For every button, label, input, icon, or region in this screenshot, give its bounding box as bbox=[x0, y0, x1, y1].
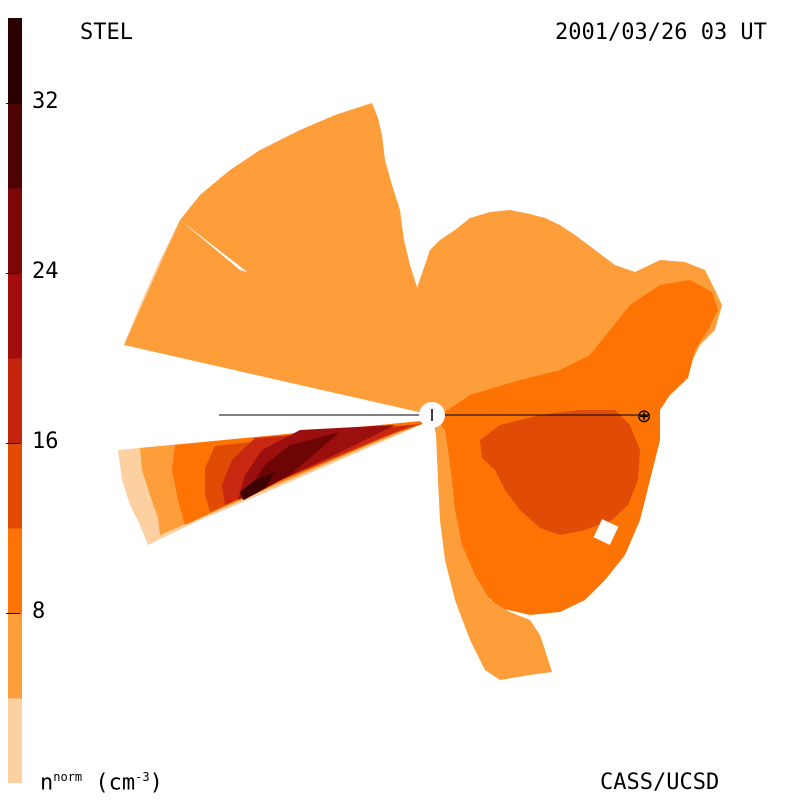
sector-west-c5 bbox=[222, 425, 415, 505]
colorbar-tick-mark bbox=[6, 103, 20, 104]
colorbar-band bbox=[8, 273, 22, 359]
colorbar-tick-mark bbox=[6, 273, 20, 274]
sector-south-c2 bbox=[432, 415, 552, 680]
colorbar-band bbox=[8, 188, 22, 274]
colorbar bbox=[8, 18, 22, 783]
sector-west-c8 bbox=[240, 472, 275, 500]
colorbar-band bbox=[8, 698, 22, 783]
colorbar-band bbox=[8, 613, 22, 699]
colorbar-band bbox=[8, 528, 22, 614]
gap-white bbox=[593, 519, 619, 545]
colorbar-tick-label: 24 bbox=[32, 259, 59, 284]
chart-title-right: 2001/03/26 03 UT bbox=[555, 20, 767, 45]
colorbar-tick-mark bbox=[6, 443, 20, 444]
chart-title-left: STEL bbox=[80, 20, 133, 45]
colorbar-label-unit-close: ) bbox=[149, 770, 163, 796]
colorbar-tick-label: 16 bbox=[32, 429, 59, 454]
colorbar-tick-mark bbox=[6, 613, 20, 614]
colorbar-tick-label: 32 bbox=[32, 89, 59, 114]
colorbar-band bbox=[8, 103, 22, 189]
sector-east-c4 bbox=[480, 410, 640, 535]
colorbar-band bbox=[8, 18, 22, 104]
colorbar-label-unit-sup: -3 bbox=[135, 770, 150, 784]
colorbar-label-main: n bbox=[40, 770, 54, 796]
colorbar-tick-label: 8 bbox=[32, 599, 46, 624]
colorbar-band bbox=[8, 443, 22, 529]
colorbar-band bbox=[8, 358, 22, 444]
colorbar-label-sup: norm bbox=[53, 770, 83, 784]
colorbar-label: nnorm (cm-3) bbox=[40, 770, 163, 795]
credit-label: CASS/UCSD bbox=[600, 770, 720, 795]
colorbar-label-unit: (cm bbox=[82, 770, 136, 796]
earth-marker: ⊕ bbox=[636, 406, 651, 427]
